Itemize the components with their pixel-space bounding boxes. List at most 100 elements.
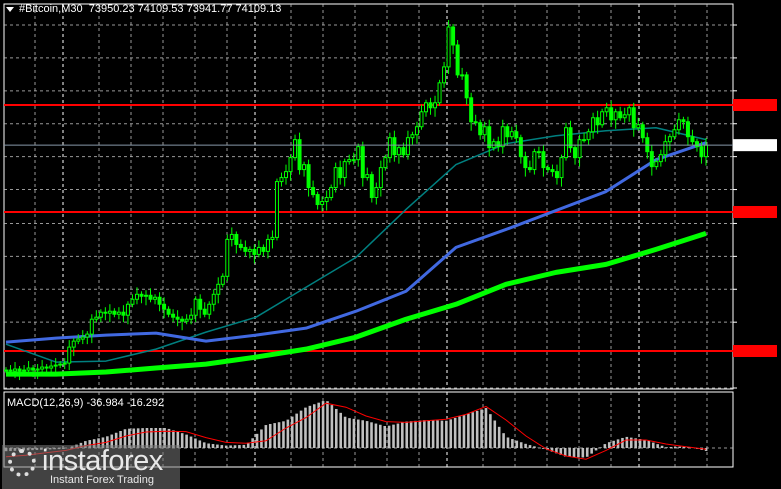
candle-body [274,181,279,238]
candle-body [591,117,596,133]
macd-histogram-bar [590,448,593,454]
macd-histogram-bar [585,448,589,457]
macd-histogram-bar [88,440,92,448]
candle-body [121,311,126,316]
macd-histogram-bar [497,426,501,448]
macd-histogram-bar [634,438,637,448]
macd-histogram-bar [308,405,312,448]
candle-body [690,136,695,143]
macd-histogram-bar [704,448,708,451]
macd-histogram-bar [299,410,303,448]
macd-histogram-bar [480,409,483,448]
macd-histogram-bar [409,421,413,448]
candle-body [699,146,704,158]
candle-body [58,363,63,366]
candle-body [392,137,397,156]
macd-histogram-bar [136,428,140,448]
macd-histogram-bar [185,434,188,448]
macd-histogram-bar [440,420,444,448]
macd-histogram-bar [594,448,598,451]
watermark-tagline: Instant Forex Trading [50,474,154,486]
candle-body [609,107,614,121]
macd-histogram-bar [519,442,523,448]
candle-body [424,102,428,113]
candle-body [302,164,307,171]
macd-histogram-bar [528,445,532,448]
macd-histogram-bar [84,441,87,448]
candle-body [229,233,234,240]
candle-body [243,246,248,252]
candle-body [44,366,49,369]
moving-average-line [5,141,707,344]
candle-body [157,296,162,305]
candle-body [654,161,659,168]
candle-body [536,151,541,154]
candle-body [116,311,121,315]
macd-histogram-bar [396,423,400,448]
collapse-triangle-icon[interactable] [6,6,14,12]
candle-body [396,147,401,156]
macd-histogram-bar [194,438,197,448]
macd-histogram-bar [365,421,369,448]
candle-body [464,74,469,99]
macd-histogram-bar [678,446,681,448]
candle-body [184,318,189,322]
macd-histogram-bar [559,448,563,455]
candle-body [667,136,672,143]
macd-histogram-bar [524,443,527,448]
candle-body [613,111,618,121]
candle-body [573,147,578,159]
ohlc-values: 73950.23 74109.53 73941.77 74109.13 [88,3,282,15]
macd-histogram-bar [260,429,263,448]
macd-histogram-bar [401,422,404,448]
candle-body [342,161,347,179]
candle-body [378,167,383,189]
candle-body [297,139,302,171]
macd-label: MACD(12,26,9) -36.984 -16.292 [7,397,164,409]
candle-body [600,111,605,126]
candle-body [279,177,284,183]
macd-histogram-bar [286,419,290,448]
candle-body [433,102,438,109]
macd-histogram-bar [493,420,497,448]
macd-histogram-bar [343,416,347,448]
candle-body [577,139,582,159]
chart-header: #Bitcoin,M30 73950.23 74109.53 73941.77 … [6,3,281,15]
macd-histogram-bar [233,445,237,448]
candle-body [198,298,203,310]
candle-body [405,137,410,156]
macd-histogram-bar [119,431,122,448]
macd-histogram-bar [541,448,545,449]
macd-histogram-bar [607,442,611,448]
macd-histogram-bar [255,433,259,448]
macd-histogram-bar [467,413,470,448]
macd-histogram-bar [625,436,629,448]
candle-body [315,194,320,206]
candle-body [53,364,58,367]
candle-body [694,141,699,148]
macd-histogram-bar [436,420,439,448]
macd-histogram-bar [550,448,554,452]
candle-body [333,167,338,189]
candle-body [663,141,668,156]
candle-body [532,151,537,171]
macd-histogram-bar [629,437,633,448]
candle-body [265,238,270,252]
macd-histogram-bar [268,423,272,448]
candle-body [509,131,514,138]
macd-histogram-bar [392,424,395,448]
macd-histogram-bar [418,420,422,448]
macd-histogram-bar [207,443,210,448]
candle-body [207,303,212,315]
candle-body [455,44,460,76]
candle-body [446,26,451,68]
candle-body [288,157,293,173]
candle-body [103,311,108,314]
macd-histogram-bar [154,428,158,448]
candle-body [35,368,40,371]
candle-body [324,197,329,203]
macd-histogram-bar [295,413,298,448]
macd-histogram-bar [202,442,206,448]
macd-histogram-bar [277,422,281,448]
symbol-label: #Bitcoin,M30 [19,3,83,15]
